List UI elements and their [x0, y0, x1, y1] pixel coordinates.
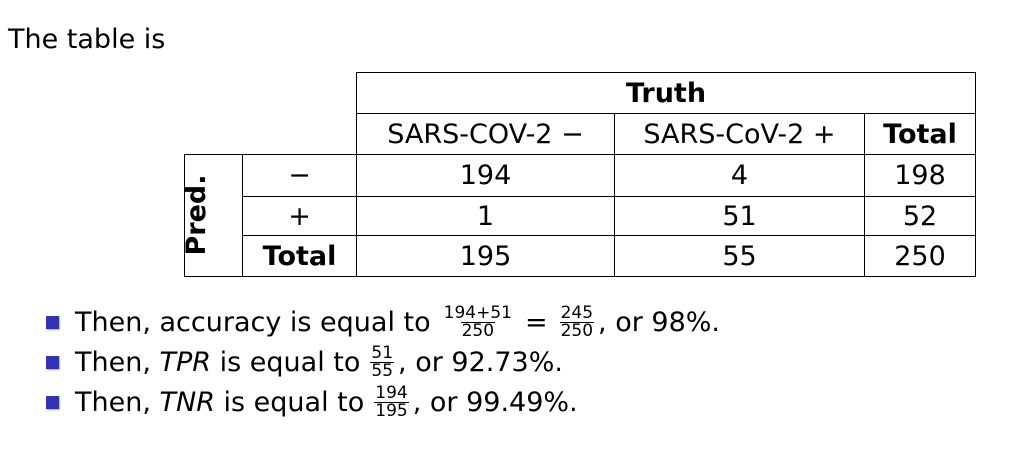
col-header-negative: SARS-COV-2 −	[387, 118, 584, 150]
table-cell: 52	[902, 200, 938, 232]
fraction-numerator: 194	[375, 382, 408, 403]
fraction: 51 55	[370, 342, 395, 381]
bullet-text: Then,	[75, 386, 160, 418]
row-label-total: Total	[262, 240, 337, 272]
col-header-total: Total	[883, 118, 957, 150]
table-cell: 1	[476, 200, 495, 232]
math-term: TPR	[159, 346, 212, 378]
bullet-text: is equal to	[211, 346, 361, 378]
math-term: TNR	[159, 386, 215, 418]
bullet-suffix: , or 92.73%.	[398, 346, 563, 378]
bullet-suffix: , or 98%.	[598, 306, 721, 338]
bullet-square-icon	[46, 315, 59, 329]
equals-sign: =	[524, 306, 548, 338]
bullet-list: Then, accuracy is equal to 194+51 250 = …	[46, 302, 720, 422]
row-label-negative: −	[288, 160, 311, 191]
fraction-denominator: 250	[559, 320, 595, 341]
list-item: Then, TNR is equal to 194 195 , or 99.49…	[46, 382, 720, 422]
list-item: Then, accuracy is equal to 194+51 250 = …	[46, 302, 720, 342]
table-cell: 250	[894, 240, 946, 272]
fraction-numerator: 194+51	[443, 302, 512, 323]
table-cell: 4	[730, 160, 749, 191]
table-cell: 198	[894, 160, 946, 191]
col-header-positive: SARS-CoV-2 +	[643, 118, 836, 150]
truth-header: Truth	[625, 77, 707, 109]
pred-label: Pred.	[180, 174, 212, 256]
table-cell: 195	[459, 240, 512, 272]
fraction: 194+51 250	[443, 302, 513, 341]
bullet-square-icon	[46, 395, 59, 409]
row-label-positive: +	[288, 200, 311, 232]
table-cell: 51	[722, 200, 757, 232]
bullet-suffix: , or 99.49%.	[412, 386, 578, 418]
table-cell: 55	[722, 240, 757, 272]
fraction: 245 250	[559, 302, 595, 341]
list-item: Then, TPR is equal to 51 55 , or 92.73%.	[46, 342, 720, 382]
table-cell: 194	[459, 160, 512, 191]
bullet-text: is equal to	[214, 386, 365, 418]
bullet-square-icon	[46, 355, 59, 369]
bullet-text: Then, accuracy is equal to	[75, 306, 431, 338]
fraction-denominator: 55	[370, 360, 395, 381]
fraction-numerator: 245	[560, 302, 594, 323]
fraction-denominator: 195	[374, 400, 409, 421]
intro-text: The table is	[8, 24, 166, 55]
fraction: 194 195	[374, 382, 409, 421]
fraction-numerator: 51	[371, 342, 394, 363]
fraction-denominator: 250	[460, 320, 496, 341]
bullet-text: Then,	[75, 346, 160, 378]
